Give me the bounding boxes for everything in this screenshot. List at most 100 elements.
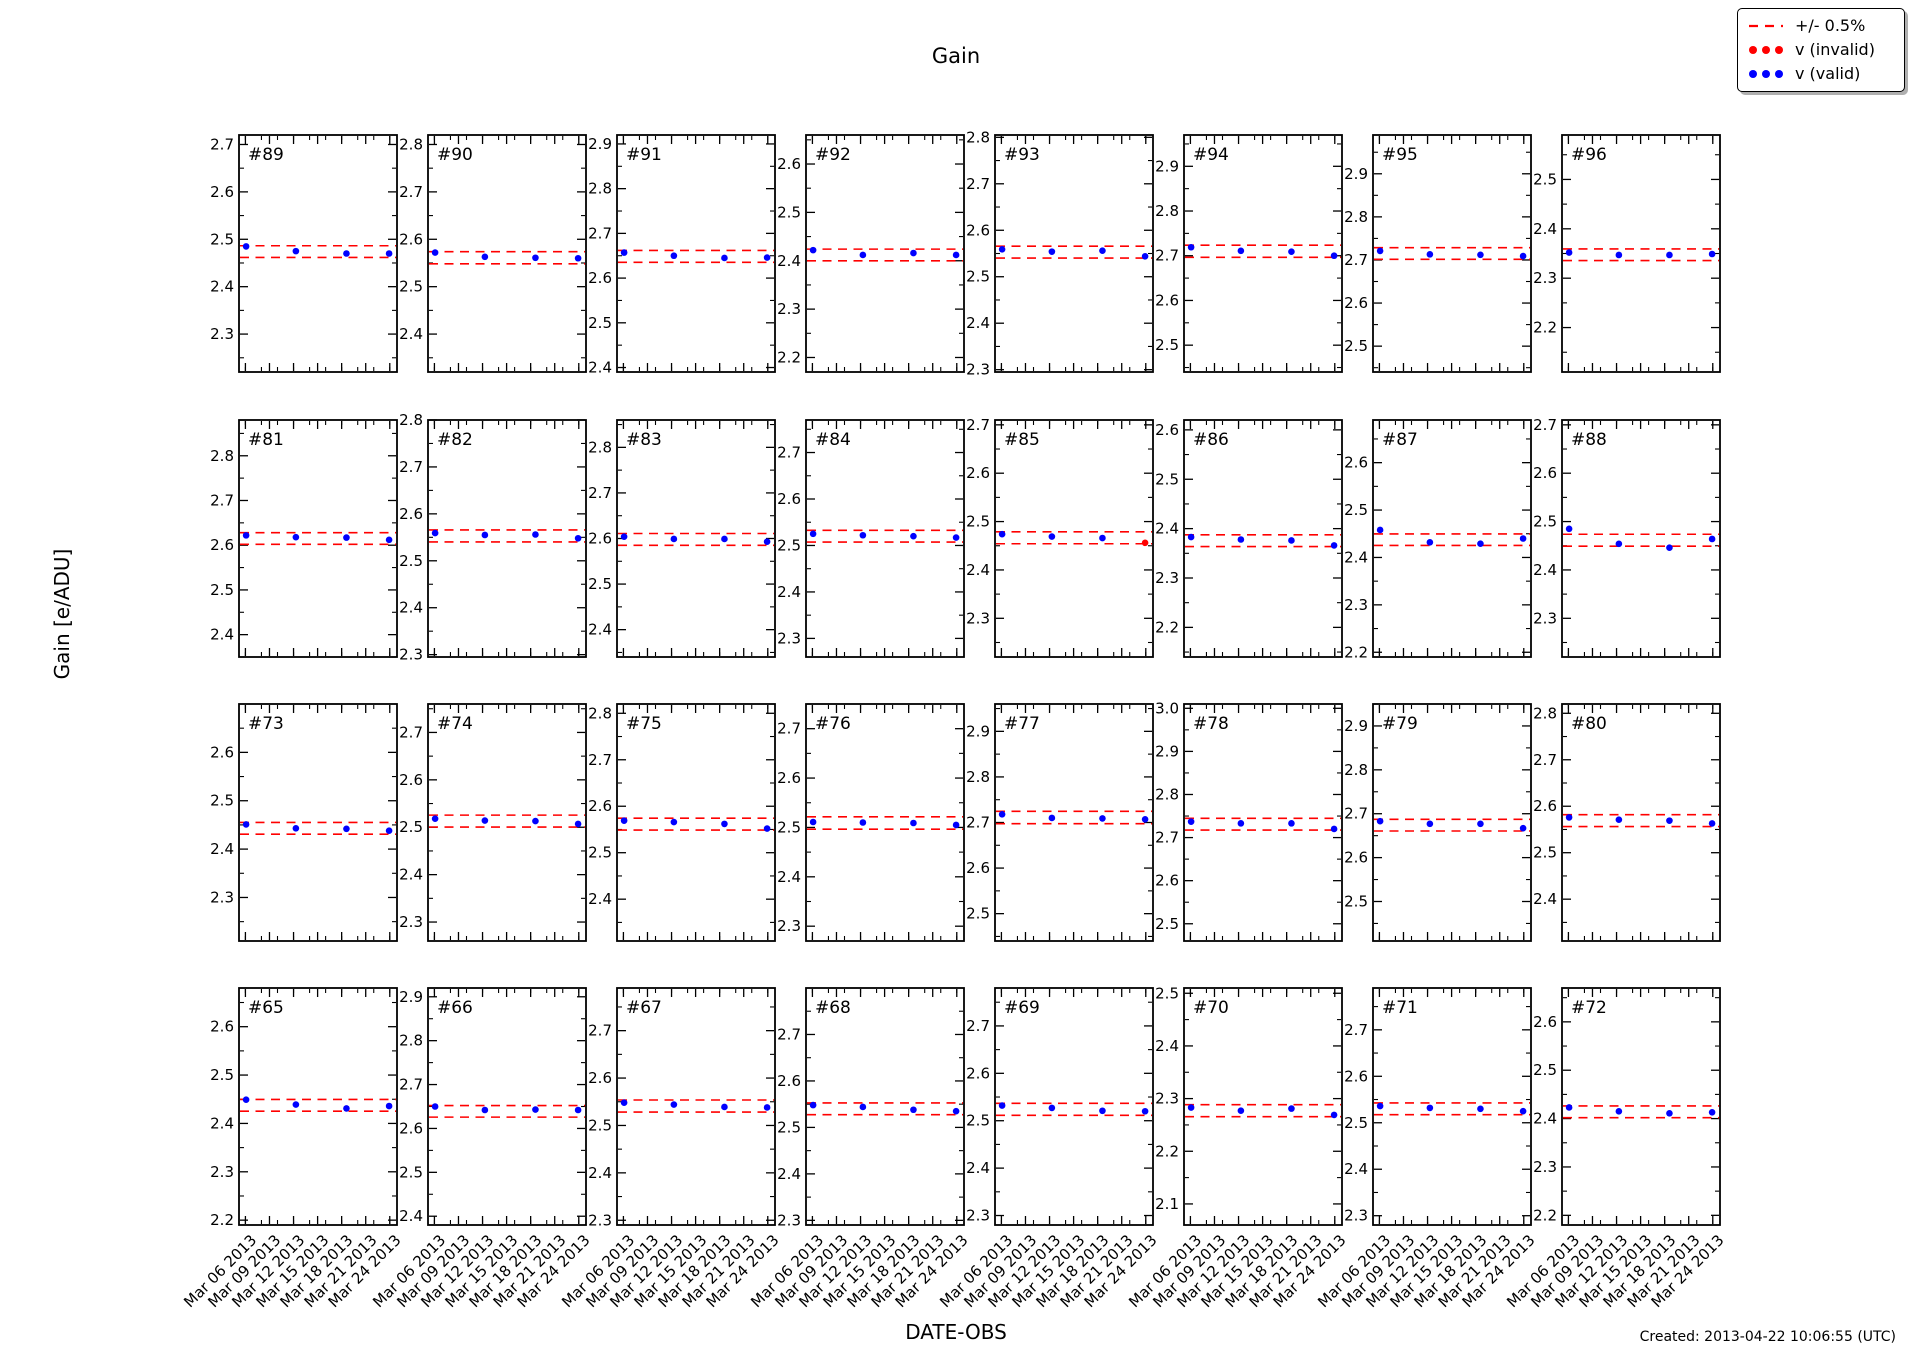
y-tick-label: 2.8 — [399, 1032, 423, 1050]
data-point-valid — [1099, 534, 1106, 542]
y-tick-label: 2.4 — [1533, 1110, 1557, 1128]
y-tick-label: 2.6 — [1533, 797, 1557, 815]
data-point-valid — [859, 251, 867, 259]
y-tick-label: 2.5 — [1344, 337, 1368, 355]
axes-frame — [1372, 703, 1532, 942]
data-point-valid — [1376, 526, 1384, 534]
y-tick-label: 2.7 — [1533, 751, 1557, 769]
data-point-valid — [481, 817, 489, 824]
data-point-valid — [1666, 817, 1673, 824]
red-dots-icon — [1749, 46, 1783, 54]
data-point-valid — [910, 1106, 917, 1114]
data-point-valid — [1666, 251, 1673, 259]
subplot-73: 2.3 2.4 2.5 2.6 #73 — [210, 703, 398, 942]
y-tick-label: 2.6 — [1344, 454, 1368, 472]
subplot-82: 2.3 2.4 2.5 2.6 2.7 2.8 #82 — [399, 411, 587, 664]
axes-frame — [1183, 134, 1343, 373]
y-tick-label: 2.9 — [399, 988, 423, 1006]
data-point-valid — [1330, 542, 1338, 549]
y-tick-label: 2.5 — [399, 1163, 423, 1181]
data-point-valid — [998, 810, 1006, 818]
panel-id: #72 — [1571, 998, 1607, 1018]
y-tick-label: 2.6 — [210, 1018, 234, 1036]
y-tick-label: 2.3 — [777, 917, 801, 935]
data-point-valid — [670, 818, 678, 826]
subplot-87: 2.2 2.3 2.4 2.5 2.6 #87 — [1344, 419, 1532, 661]
data-point-valid — [998, 1102, 1006, 1109]
data-point-valid — [620, 817, 628, 824]
y-tick-label: 2.6 — [1344, 1067, 1368, 1085]
y-tick-label: 2.3 — [1155, 569, 1179, 587]
panel-id: #94 — [1193, 145, 1229, 165]
y-tick-label: 2.7 — [588, 1022, 612, 1040]
y-tick-label: 2.9 — [1155, 157, 1179, 175]
y-tick-label: 2.4 — [588, 621, 612, 639]
y-tick-label: 2.4 — [399, 866, 423, 884]
y-tick-label: 2.7 — [1344, 251, 1368, 269]
y-tick-label: 2.3 — [210, 888, 234, 906]
axes-frame — [1183, 987, 1343, 1226]
subplot-74: 2.3 2.4 2.5 2.6 2.7 #74 — [399, 703, 587, 942]
data-point-valid — [1519, 824, 1527, 832]
subplot-77: 2.5 2.6 2.7 2.8 2.9 #77 — [966, 703, 1154, 942]
data-point-valid — [1477, 540, 1484, 548]
data-point-valid — [532, 817, 539, 825]
y-tick-label: 2.4 — [1533, 220, 1557, 238]
subplot-83: 2.4 2.5 2.6 2.7 2.8 #83 — [588, 419, 776, 658]
data-point-valid — [292, 533, 300, 541]
y-tick-label: 2.9 — [588, 135, 612, 153]
data-point-valid — [532, 1106, 539, 1113]
y-tick-label: 2.6 — [399, 1119, 423, 1137]
data-point-valid — [859, 531, 867, 539]
y-tick-label: 2.6 — [1155, 872, 1179, 890]
axes-frame — [1372, 987, 1532, 1226]
y-tick-label: 2.7 — [966, 175, 990, 193]
panel-id: #69 — [1004, 998, 1040, 1018]
y-tick-label: 2.5 — [399, 278, 423, 296]
data-point-valid — [721, 820, 728, 828]
y-tick-label: 2.4 — [1533, 890, 1557, 908]
y-tick-label: 2.7 — [1344, 1021, 1368, 1039]
y-tick-label: 2.5 — [777, 536, 801, 554]
data-point-valid — [763, 254, 771, 261]
y-tick-label: 2.5 — [777, 1118, 801, 1136]
y-tick-label: 2.8 — [966, 768, 990, 786]
data-point-valid — [809, 530, 817, 538]
y-tick-label: 2.6 — [588, 530, 612, 548]
y-tick-label: 2.5 — [1155, 336, 1179, 354]
legend-entry-invalid: v (invalid) — [1746, 42, 1896, 58]
y-tick-label: 2.7 — [588, 224, 612, 242]
y-tick-label: 2.6 — [399, 771, 423, 789]
y-tick-label: 2.7 — [588, 751, 612, 769]
data-point-valid — [809, 818, 817, 826]
y-tick-label: 2.4 — [777, 868, 801, 886]
subplot-80: 2.4 2.5 2.6 2.7 2.8 #80 — [1533, 703, 1721, 942]
data-point-valid — [670, 1101, 678, 1108]
axes-frame — [805, 134, 965, 373]
y-tick-label: 2.8 — [1344, 761, 1368, 779]
subplot-91: 2.4 2.5 2.6 2.7 2.8 2.9 #91 — [588, 134, 776, 377]
data-point-valid — [1565, 525, 1573, 533]
y-tick-label: 2.9 — [1344, 165, 1368, 183]
axes-frame — [994, 419, 1154, 658]
dashed-line-icon — [1749, 24, 1783, 28]
subplot-85: 2.3 2.4 2.5 2.6 2.7 #85 — [966, 416, 1154, 658]
data-point-valid — [1477, 820, 1484, 828]
y-tick-label: 2.7 — [399, 183, 423, 201]
y-tick-label: 2.3 — [1533, 1158, 1557, 1176]
data-point-valid — [1048, 814, 1056, 822]
panel-id: #96 — [1571, 145, 1607, 165]
y-tick-label: 2.8 — [210, 447, 234, 465]
data-point-valid — [1048, 1104, 1056, 1112]
y-tick-label: 2.9 — [1155, 742, 1179, 760]
data-point-valid — [1141, 1107, 1149, 1115]
y-tick-label: 2.5 — [1344, 1114, 1368, 1132]
y-tick-label: 2.5 — [588, 314, 612, 332]
data-point-valid — [1288, 1105, 1295, 1112]
data-point-valid — [1426, 538, 1434, 546]
y-tick-label: 2.5 — [1533, 1061, 1557, 1079]
data-point-valid — [343, 250, 350, 257]
subplot-78: 2.5 2.6 2.7 2.8 2.9 3.0 #78 — [1155, 699, 1343, 942]
